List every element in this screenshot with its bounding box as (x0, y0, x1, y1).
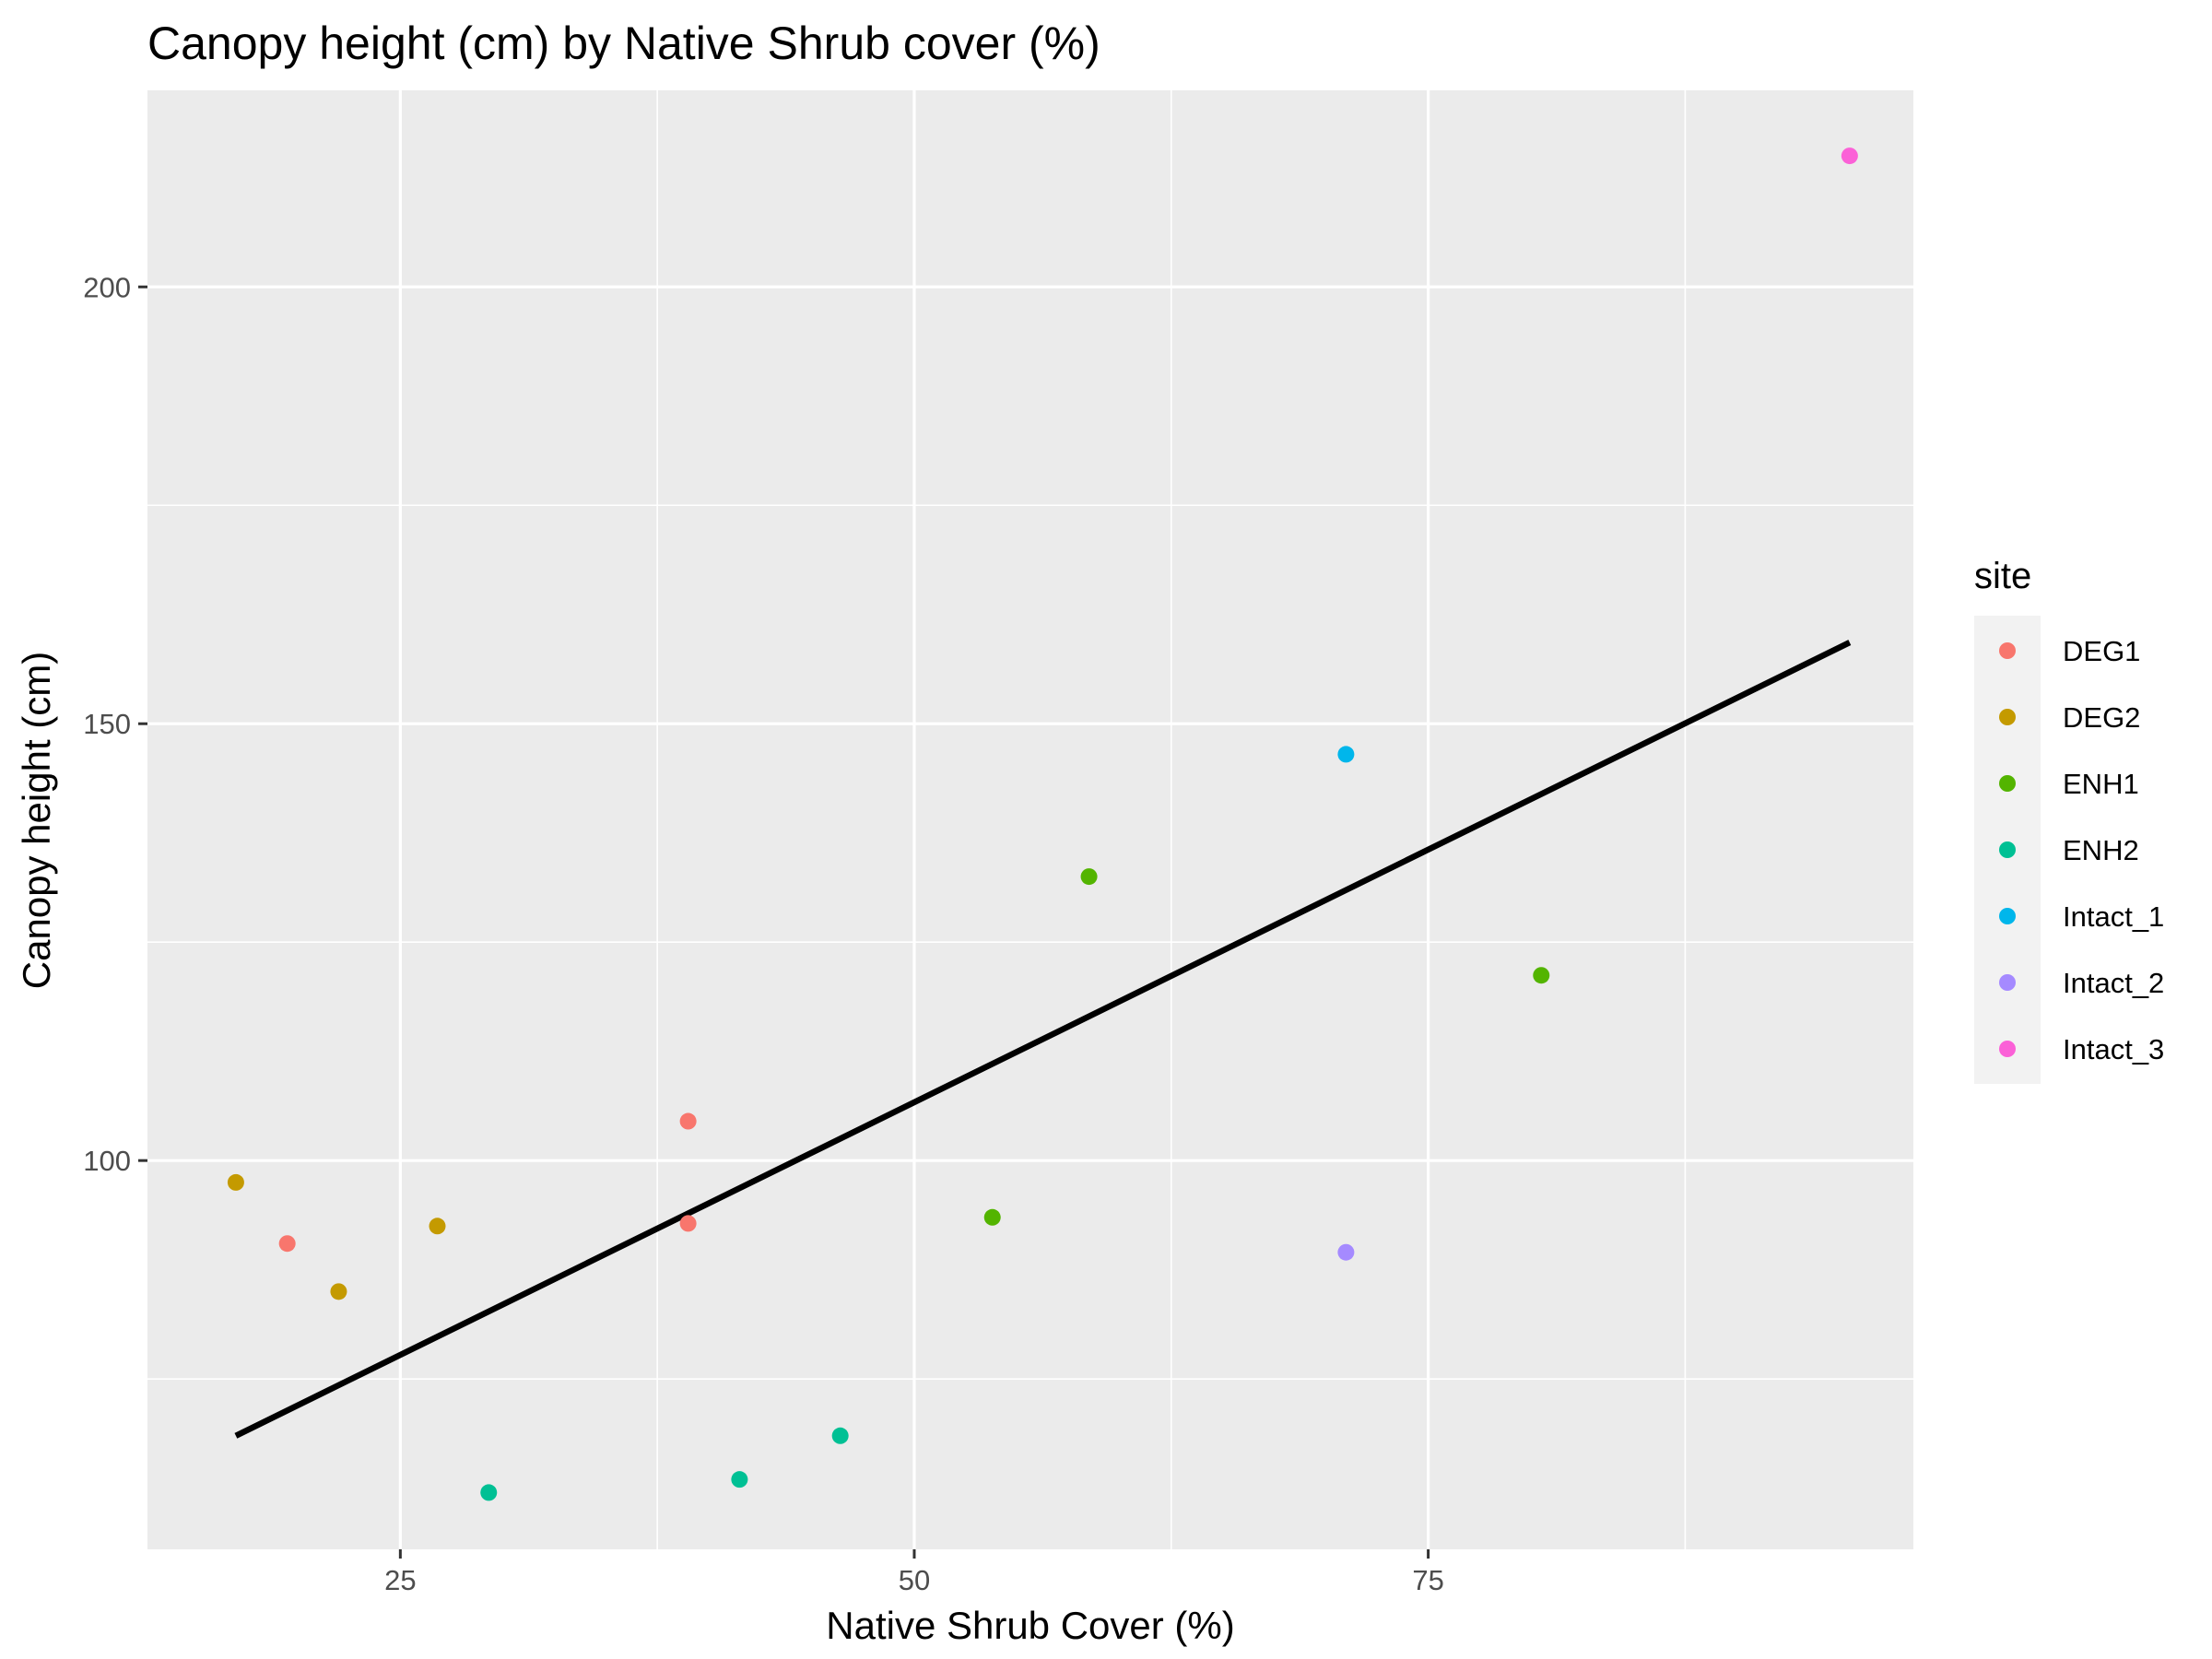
y-tick-label: 150 (83, 708, 131, 740)
chart-title: Canopy height (cm) by Native Shrub cover… (147, 18, 1100, 69)
major-grid (147, 90, 1913, 1549)
x-tick-label: 50 (899, 1564, 930, 1596)
x-axis-title: Native Shrub Cover (%) (826, 1604, 1234, 1647)
legend-title: site (1974, 556, 2031, 596)
plot-panel (147, 90, 1913, 1549)
x-tick-label: 75 (1412, 1564, 1443, 1596)
y-tick-label: 200 (83, 271, 131, 303)
point-intact-1 (1337, 746, 1355, 763)
legend-key-intact-3 (1999, 1041, 2016, 1057)
legend-label: ENH2 (2063, 834, 2139, 866)
point-deg2 (429, 1218, 446, 1235)
legend-label: DEG1 (2063, 635, 2140, 667)
data-points (227, 147, 1858, 1501)
point-enh1 (1080, 868, 1098, 886)
point-enh1 (983, 1208, 1001, 1226)
legend-key-enh1 (1999, 775, 2016, 792)
trend-line-layer (234, 640, 1852, 1439)
axis-ticks (138, 285, 1430, 1559)
legend-label: Intact_1 (2063, 900, 2164, 933)
point-enh2 (731, 1471, 748, 1488)
legend-label: ENH1 (2063, 768, 2139, 800)
legend: site DEG1 DEG2 ENH1 ENH2 Intact_1 Intact_2 Int… (1974, 556, 2164, 1084)
legend-label: Intact_2 (2063, 967, 2164, 999)
legend-label: DEG2 (2063, 701, 2140, 734)
x-tick-label: 25 (384, 1564, 416, 1596)
minor-grid (147, 90, 1913, 1549)
legend-key-deg2 (1999, 709, 2016, 725)
trend-line (234, 640, 1852, 1439)
point-deg1 (278, 1235, 296, 1253)
legend-key-enh2 (1999, 841, 2016, 858)
legend-key-intact-2 (1999, 974, 2016, 991)
point-intact-3 (1841, 147, 1858, 165)
point-enh2 (480, 1484, 498, 1501)
point-deg2 (330, 1283, 347, 1300)
y-tick-label: 100 (83, 1145, 131, 1177)
y-axis-title: Canopy height (cm) (15, 652, 58, 990)
point-deg1 (679, 1215, 697, 1232)
legend-key-intact-1 (1999, 908, 2016, 924)
axis-tick-labels: 25 50 75 100 150 200 (83, 271, 1444, 1596)
legend-key-deg1 (1999, 642, 2016, 659)
point-deg2 (227, 1173, 244, 1191)
point-deg1 (679, 1112, 697, 1130)
legend-label: Intact_3 (2063, 1033, 2164, 1065)
point-intact-2 (1337, 1243, 1355, 1261)
point-enh2 (831, 1427, 849, 1444)
point-enh1 (1533, 967, 1550, 984)
